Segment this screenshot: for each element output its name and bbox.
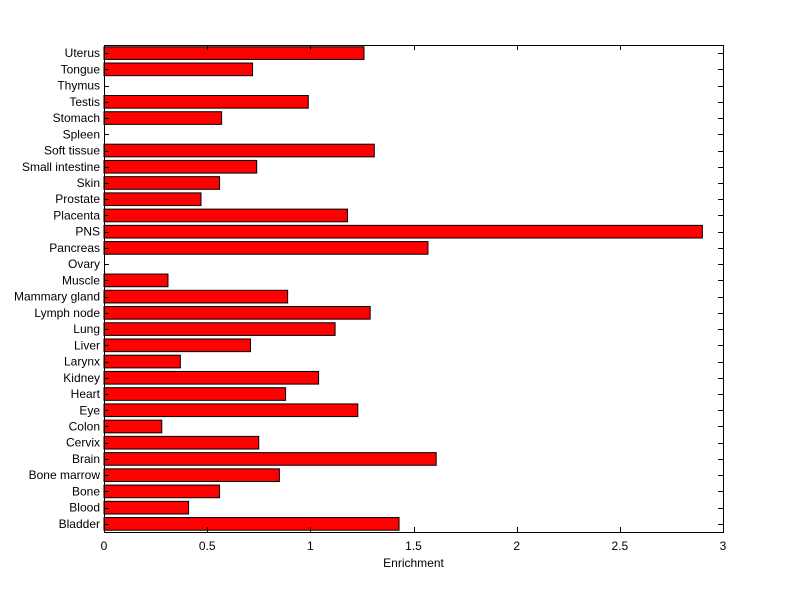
bar-skin [103,176,221,190]
bar-liver [103,338,251,353]
bar-brain [103,452,437,466]
y-tick-label: Lung [73,322,100,336]
bar-prostate [103,192,202,207]
bar-small-intestine [103,159,258,174]
bar-cervix [103,435,260,450]
y-tick-label: Skin [77,176,100,190]
bar-uterus [103,46,365,60]
bar-stomach [103,111,223,125]
x-tick-label: 1.5 [405,539,422,553]
y-tick-label: Uterus [65,46,100,60]
y-tick-label: Bone marrow [29,468,101,482]
bar-soft-tissue [103,143,375,158]
bar-bone [103,484,221,499]
bar-kidney [103,370,320,385]
y-tick-label: Stomach [53,111,100,125]
y-tick-label: Larynx [64,355,100,369]
y-tick-label: Liver [74,338,100,352]
y-tick-label: Heart [71,387,101,401]
plot-area [104,45,723,532]
y-tick-label: Thymus [57,79,100,93]
y-tick-label: Small intestine [22,160,100,174]
x-tick-label: 0.5 [199,539,216,553]
x-tick-label: 2.5 [611,539,628,553]
bar-tongue [103,62,254,77]
y-tick-label: Brain [72,452,100,466]
y-tick-label: Mammary gland [14,290,100,304]
y-tick-label: Tongue [61,62,101,76]
y-tick-label: Placenta [53,208,100,222]
bar-heart [103,387,287,401]
x-tick-label: 2 [513,539,520,553]
y-tick-label: Colon [69,419,100,433]
bar-placenta [103,208,348,223]
y-tick-label: Spleen [63,127,100,141]
bar-larynx [103,354,181,369]
x-tick-label: 3 [720,539,727,553]
x-tick-label: 1 [307,539,314,553]
y-tick-label: Ovary [68,257,100,271]
y-tick-label: Bone [72,484,100,498]
y-tick-label: Pancreas [49,241,100,255]
bar-mammary-gland [103,289,289,304]
y-tick-label: Bladder [59,517,100,531]
bar-blood [103,500,190,515]
plot-frame [104,45,724,533]
bar-lung [103,322,336,336]
bar-pns [103,224,703,239]
ticks-layer: Bladder Blood Bone Bone marrow Brain Cervix Co… [14,45,727,553]
y-tick-label: Prostate [55,192,100,206]
y-tick-label: Blood [69,501,100,515]
y-tick-label: Muscle [62,273,100,287]
y-tick-label: Kidney [63,371,100,385]
bar-bladder [103,517,400,531]
y-tick-label: Cervix [66,436,100,450]
y-tick-label: Eye [79,403,100,417]
y-tick-label: Testis [69,95,100,109]
bar-colon [103,419,163,434]
bar-eye [103,403,359,418]
bar-bone-marrow [103,468,280,483]
bar-lymph-node [103,306,371,320]
bar-testis [103,94,309,109]
y-tick-label: Lymph node [34,306,100,320]
bar-muscle [103,273,169,288]
bar-pancreas [103,241,429,255]
y-tick-label: PNS [75,225,100,239]
x-axis-label: Enrichment [383,556,444,570]
y-tick-label: Soft tissue [44,144,100,158]
x-tick-label: 0 [101,539,108,553]
